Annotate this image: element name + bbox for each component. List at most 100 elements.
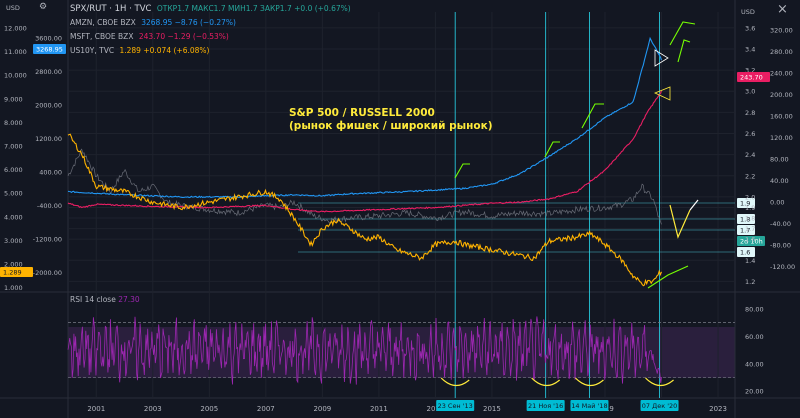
rsi-swing-arrow-1 <box>531 377 561 387</box>
yellow-arrow <box>669 204 691 239</box>
rsi-axis-tick-1: 60.00 <box>745 333 764 341</box>
series-line-amzn[interactable] <box>67 36 663 199</box>
marker-date-0: 23 Сен '13 <box>438 402 473 410</box>
right-axis-tick-9: 1.9 <box>745 204 755 212</box>
annotation-line-1: S&P 500 / RUSSELL 2000 <box>289 107 435 119</box>
left-axis-tick-0: 12.000 <box>4 25 27 33</box>
x-axis-tick-2007: 2007 <box>257 405 275 413</box>
series-line-msft[interactable] <box>67 90 663 213</box>
msft-axis-tick-6: 80.00 <box>770 156 789 164</box>
close-icon[interactable]: × <box>777 2 788 17</box>
rsi-swing-arrow-2 <box>575 377 604 387</box>
settings-icon[interactable]: ⚙ <box>39 2 48 12</box>
rsi-legend-value: 27.30 <box>118 295 140 304</box>
right-axis-tick-4: 2.8 <box>745 109 755 117</box>
chart-annotation: S&P 500 / RUSSELL 2000 (рынок фишек / ши… <box>289 107 493 133</box>
rsi-axis-tick-2: 40.00 <box>745 360 764 368</box>
amzn-axis-tick-6: -1200.00 <box>33 236 62 244</box>
right-axis-tick-6: 2.4 <box>745 151 755 159</box>
marker-date-2: 14 Май '18 <box>571 402 607 410</box>
level-tag-bg-1 <box>737 214 755 224</box>
ohlc-readout: ОТКР1.7 МАКС1.7 МИН1.7 ЗАКР1.7 +0.0 (+0.… <box>156 4 351 13</box>
yellow-triangle <box>653 86 671 101</box>
amzn-legend-value: 3268.95 −8.76 (−0.27%) <box>141 18 236 27</box>
level-tag-bg-4 <box>737 247 755 257</box>
right-axis-tick-8: 2.0 <box>745 193 755 201</box>
amzn-axis-tick-4: 400.00 <box>39 169 62 177</box>
msft-axis-tick-2: 240.00 <box>770 70 793 78</box>
x-axis-tick-2011: 2011 <box>370 405 388 413</box>
amzn-legend[interactable]: AMZN, CBOE BZX 3268.95 −8.76 (−0.27%) <box>70 18 239 28</box>
left-axis-tick-8: 4.000 <box>4 213 23 221</box>
level-tag-bg-2 <box>737 225 755 235</box>
left-axis-tick-11: 1.000 <box>4 284 23 292</box>
level-tag-bg-3 <box>737 236 765 246</box>
right-axis-tick-0: 3.6 <box>745 24 755 32</box>
msft-axis-tick-10: -80.00 <box>770 242 791 250</box>
level-tag-bg-0 <box>737 198 755 208</box>
amzn-axis-tick-0: 3600.00 <box>35 35 62 43</box>
green-arrow-0 <box>454 163 470 179</box>
rsi-swing-arrow-0 <box>440 377 470 387</box>
right-axis-tick-14: 1.2 <box>745 278 755 286</box>
level-tag-3: 2d 10h <box>740 238 763 246</box>
white-arrow <box>689 199 699 211</box>
marker-date-bg-3 <box>640 400 679 411</box>
msft-axis-tick-0: 320.00 <box>770 27 793 35</box>
left-axis-tick-7: 5.000 <box>4 190 23 198</box>
level-tag-4: 1.6 <box>740 249 750 257</box>
marker-date-3: 07 Дек '20 <box>642 402 677 410</box>
right-axis-tick-13: 1.4 <box>745 257 755 265</box>
right-axis-tick-5: 2.6 <box>745 130 755 138</box>
amzn-axis-tick-3: 1200.00 <box>35 135 62 143</box>
rsi-axis-tick-3: 20.00 <box>745 388 764 396</box>
series-line-us10y[interactable] <box>67 133 663 287</box>
left-axis-tick-6: 6.000 <box>4 166 23 174</box>
msft-legend-value: 243.70 −1.29 (−0.53%) <box>138 32 229 41</box>
rsi-line[interactable] <box>67 316 662 385</box>
price-tag-bg-2 <box>737 72 770 82</box>
msft-axis-tick-3: 200.00 <box>770 91 793 99</box>
amzn-legend-name: AMZN, CBOE BZX <box>70 18 136 27</box>
right-axis-tick-3: 3.0 <box>745 88 755 96</box>
rsi-swing-arrow-3 <box>645 377 674 387</box>
msft-legend-name: MSFT, CBOE BZX <box>70 32 134 41</box>
msft-legend[interactable]: MSFT, CBOE BZX 243.70 −1.29 (−0.53%) <box>70 32 232 42</box>
left-axis-tick-10: 2.000 <box>4 261 23 269</box>
main-symbol-header: SPX/RUT · 1H · TVC ОТКР1.7 МАКС1.7 МИН1.… <box>70 4 354 14</box>
x-axis-tick-2013: 2013 <box>427 405 445 413</box>
level-tag-1: 1.8 <box>740 216 750 224</box>
msft-axis-tick-7: 40.00 <box>770 177 789 185</box>
price-tag-1: 1.289 <box>3 269 22 277</box>
x-axis-tick-2023: 2023 <box>709 405 727 413</box>
msft-axis-tick-9: -40.00 <box>770 220 791 228</box>
msft-axis-tick-4: 160.00 <box>770 113 793 121</box>
level-tag-2: 1.7 <box>740 227 750 235</box>
main-symbol: SPX/RUT · 1H · TVC <box>70 4 152 14</box>
left-currency-label: USD <box>6 4 20 12</box>
msft-axis-tick-5: 120.00 <box>770 134 793 142</box>
white-triangle <box>654 49 669 67</box>
marker-date-bg-0 <box>436 400 475 411</box>
marker-date-bg-1 <box>526 400 565 411</box>
msft-axis-tick-11: -120.00 <box>770 263 795 271</box>
amzn-axis-tick-7: -2000.00 <box>33 269 62 277</box>
x-axis-tick-2009: 2009 <box>313 405 331 413</box>
price-tag-2: 243.70 <box>740 74 763 82</box>
x-axis-tick-2015: 2015 <box>483 405 501 413</box>
right-currency-label: USD <box>741 8 755 16</box>
annotation-line-2: (рынок фишек / широкий рынок) <box>289 120 493 132</box>
right-axis-tick-12: 1.6 <box>745 236 755 244</box>
right-axis-tick-2: 3.2 <box>745 67 755 75</box>
rsi-legend[interactable]: RSI 14 close 27.30 <box>70 295 140 304</box>
amzn-axis-tick-2: 2000.00 <box>35 102 62 110</box>
rsi-legend-name: RSI 14 close <box>70 295 116 304</box>
left-axis-tick-9: 3.000 <box>4 237 23 245</box>
us10y-legend[interactable]: US10Y, TVC 1.289 +0.074 (+6.08%) <box>70 46 212 56</box>
right-axis-tick-10: 1.8 <box>745 215 755 223</box>
green-arrow-2 <box>581 103 604 129</box>
left-axis-tick-5: 7.000 <box>4 143 23 151</box>
series-line-spxrut[interactable] <box>67 148 662 225</box>
level-tag-0: 1.9 <box>740 200 750 208</box>
